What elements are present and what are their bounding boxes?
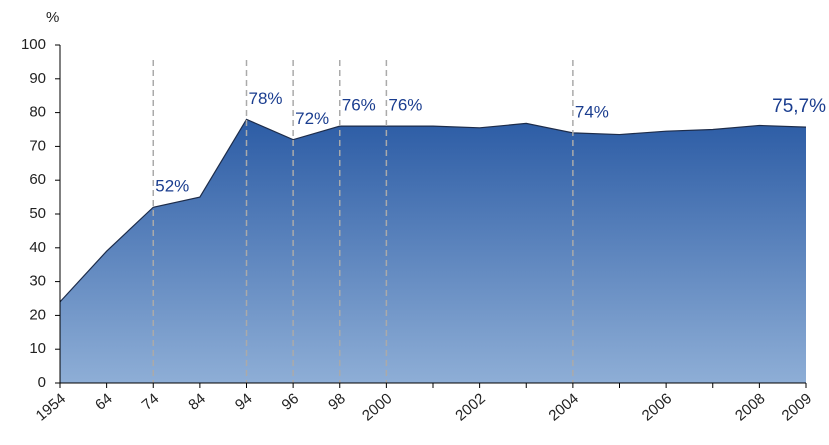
y-tick-label: 60	[29, 171, 46, 188]
x-tick-label: 2000	[359, 390, 395, 424]
y-tick-label: 80	[29, 104, 46, 121]
area	[60, 119, 806, 384]
value-label: 76%	[388, 96, 422, 115]
y-tick-label: 100	[21, 36, 46, 53]
x-tick-label: 94	[232, 390, 256, 414]
value-label: 74%	[575, 102, 609, 121]
x-tick-label: 64	[92, 390, 116, 414]
y-axis-label: %	[46, 9, 59, 26]
value-label: 52%	[155, 177, 189, 196]
y-tick-label: 20	[29, 306, 46, 323]
x-tick-label: 2006	[639, 390, 675, 424]
y-tick-label: 30	[29, 273, 46, 290]
x-tick-label: 2004	[546, 390, 582, 424]
value-label: 75,7%	[772, 96, 826, 117]
value-label: 78%	[249, 89, 283, 108]
y-tick-label: 90	[29, 70, 46, 87]
value-label: 76%	[342, 96, 376, 115]
y-tick-label: 40	[29, 239, 46, 256]
y-tick-label: 10	[29, 340, 46, 357]
x-tick-label: 74	[139, 390, 163, 414]
y-tick-label: 70	[29, 137, 46, 154]
x-tick-label: 84	[185, 390, 209, 414]
x-tick-label: 2002	[452, 390, 488, 424]
x-tick-label: 98	[325, 390, 349, 414]
x-tick-label: 2009	[779, 390, 815, 424]
x-tick-label: 96	[279, 390, 303, 414]
y-tick-label: 0	[38, 374, 46, 391]
x-tick-label: 2008	[732, 390, 768, 424]
area-line	[59, 118, 807, 303]
value-label: 72%	[295, 109, 329, 128]
y-tick-label: 50	[29, 205, 46, 222]
x-tick-label: 1954	[33, 390, 69, 424]
